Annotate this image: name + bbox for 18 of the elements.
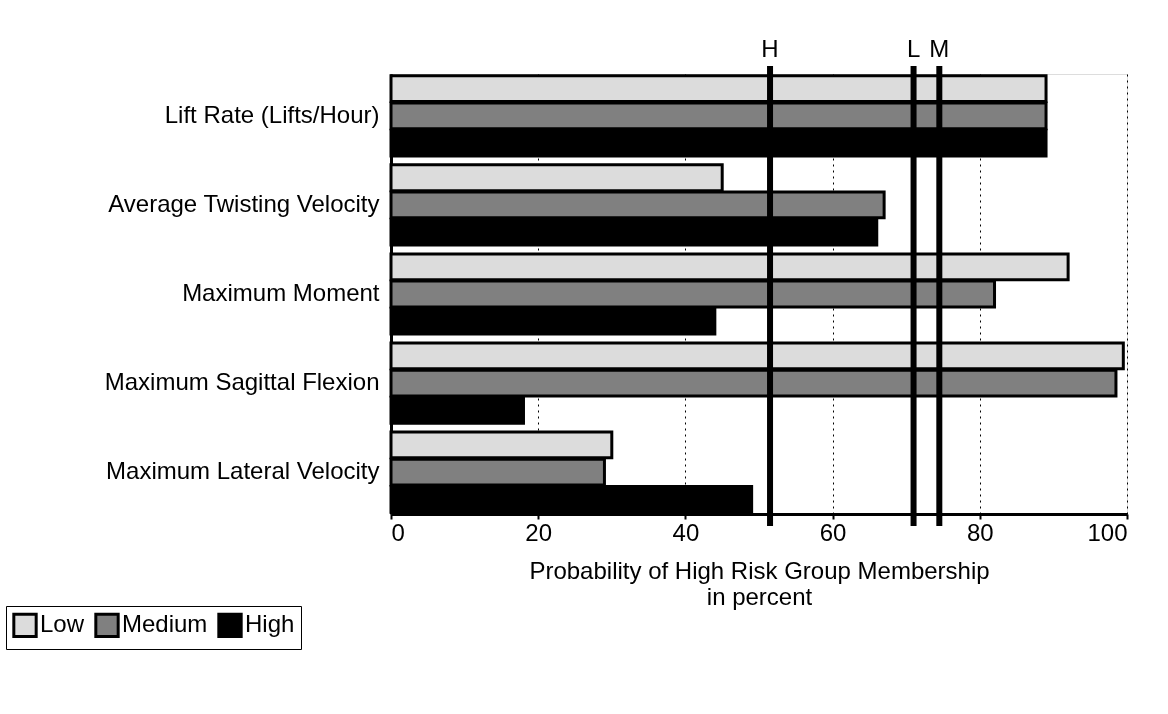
legend-label: High [245, 610, 295, 638]
ref-line-label: L [906, 35, 921, 62]
y-tick-label: Maximum Moment [182, 279, 380, 306]
x-tick-label: 60 [819, 518, 847, 546]
legend-label: Low [40, 610, 85, 638]
x-tick-label: 100 [1087, 518, 1128, 546]
y-tick-label: Maximum Sagittal Flexion [104, 368, 380, 396]
x-tick-label: 80 [966, 518, 994, 546]
x-axis-title: Probability of High Risk Group Membership in percent [529, 556, 990, 610]
x-tick-label: 40 [672, 518, 700, 546]
ref-line-label: H [761, 35, 779, 62]
ref-line-label: M [929, 35, 950, 62]
x-tick-label: 0 [391, 518, 405, 546]
y-tick-label: Average Twisting Velocity [108, 189, 380, 217]
x-tick-label: 20 [525, 518, 553, 546]
legend-label: Medium [122, 610, 208, 638]
y-tick-label: Maximum Lateral Velocity [106, 457, 380, 485]
y-tick-label: Lift Rate (Lifts/Hour) [164, 100, 380, 128]
